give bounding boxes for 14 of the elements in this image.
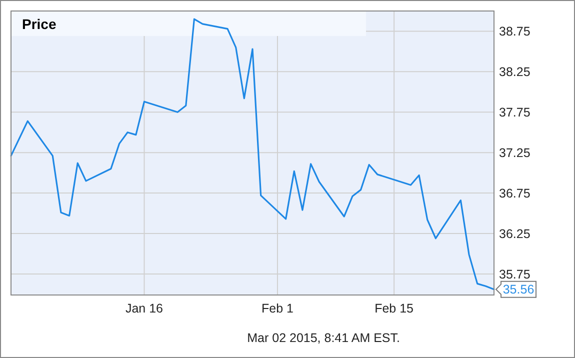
y-tick-label: 38.25: [499, 65, 530, 80]
x-tick-label: Feb 15: [374, 301, 414, 316]
y-tick-label: 35.75: [499, 267, 530, 282]
y-tick-label: 38.75: [499, 24, 530, 39]
annotation: 35.56: [502, 282, 534, 297]
text: Mar 02 2015, 8:41 AM EST.: [247, 331, 400, 345]
x-tick-label: Feb 1: [262, 301, 294, 316]
y-tick-label: 36.25: [499, 226, 530, 241]
x-tick-label: Jan 16: [125, 301, 164, 316]
y-tick-label: 37.25: [499, 146, 530, 160]
y-tick-label: 36.75: [499, 186, 530, 200]
y-tick-label: 37.75: [499, 106, 530, 120]
line-series: [10, 18, 495, 290]
text: Price: [22, 16, 56, 32]
